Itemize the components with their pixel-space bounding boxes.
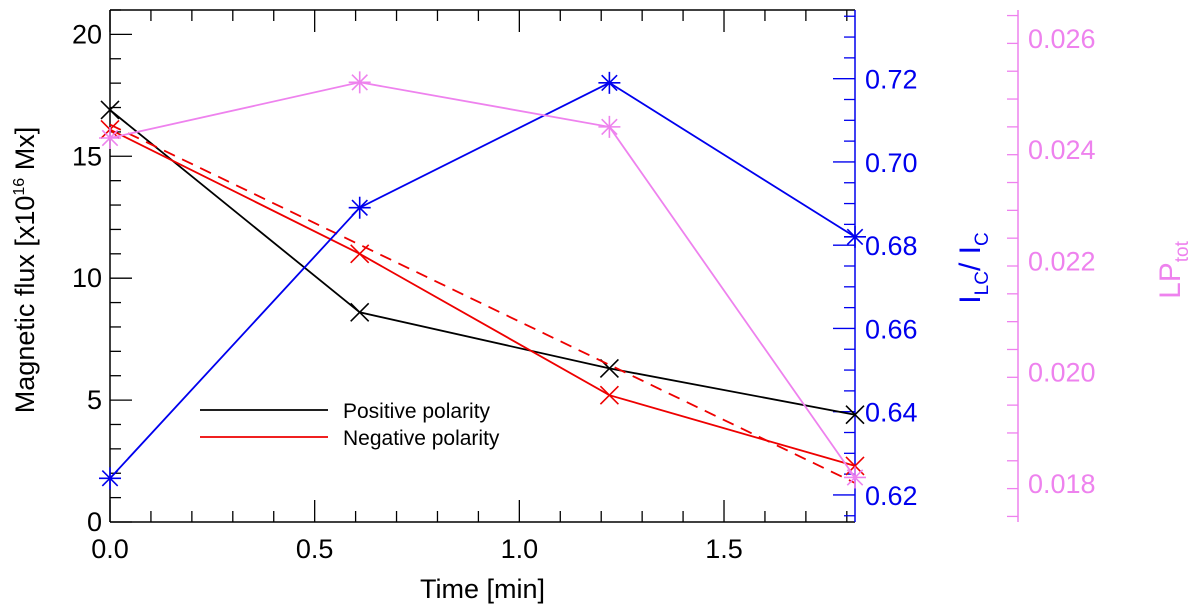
y-right1-tick-label: 0.72 bbox=[865, 65, 918, 95]
marker-stroke bbox=[846, 469, 864, 486]
x-tick-label: 0.5 bbox=[296, 534, 334, 564]
y-right1-label-i: I bbox=[954, 295, 987, 303]
data-point-lp-tot bbox=[598, 115, 621, 138]
y-left-axis-label: Magnetic flux [x1016 Mx] bbox=[10, 127, 40, 413]
x-tick-label: 1.0 bbox=[501, 534, 539, 564]
y-right2-axis-label: LPtot bbox=[1154, 240, 1193, 299]
data-point-i-lc-i-c bbox=[844, 225, 866, 248]
y-left-tick-label: 5 bbox=[87, 385, 102, 415]
y-left-label-main: Magnetic flux [x10 bbox=[10, 196, 40, 414]
series-line-lp-tot bbox=[109, 81, 856, 479]
marker-stroke bbox=[101, 470, 119, 487]
data-point-positive-polarity bbox=[350, 302, 370, 322]
y-right2-tick-label: 0.020 bbox=[1028, 358, 1096, 388]
y-left-tick-label: 0 bbox=[87, 507, 102, 537]
data-point-lp-tot bbox=[99, 127, 121, 149]
data-point-lp-tot bbox=[348, 71, 371, 94]
y-left-tick-label: 20 bbox=[72, 19, 102, 49]
data-point-i-lc-i-c bbox=[99, 467, 121, 490]
y-right1-label-sub2: C bbox=[972, 232, 993, 246]
y-right1-tick-label: 0.66 bbox=[865, 314, 918, 344]
y-right1-tick-label: 0.70 bbox=[865, 148, 918, 178]
y-right1-tick-label: 0.64 bbox=[865, 398, 918, 428]
y-right1-tick-label: 0.62 bbox=[865, 481, 918, 511]
marker-stroke bbox=[350, 302, 370, 322]
y-right2-tick-label: 0.024 bbox=[1028, 135, 1096, 165]
data-point-i-lc-i-c bbox=[598, 71, 621, 94]
data-point-i-lc-i-c bbox=[348, 196, 371, 219]
data-point-lp-tot bbox=[844, 466, 866, 489]
marker-stroke bbox=[351, 74, 368, 91]
marker-stroke bbox=[351, 199, 368, 216]
y-left-label-sup: 16 bbox=[11, 178, 28, 196]
series-line-i-lc-i-c bbox=[109, 81, 856, 479]
marker-stroke bbox=[601, 118, 618, 136]
marker-stroke bbox=[846, 228, 864, 246]
y-right2-tick-label: 0.022 bbox=[1028, 246, 1096, 276]
legend-label: Negative polarity bbox=[343, 427, 500, 450]
x-tick-label: 0.0 bbox=[91, 534, 129, 564]
x-tick-label: 1.5 bbox=[705, 534, 743, 564]
marker-stroke bbox=[100, 100, 120, 120]
series-line-positive-polarity bbox=[109, 109, 856, 416]
y-left-tick-label: 15 bbox=[72, 141, 102, 171]
legend-label: Positive polarity bbox=[343, 400, 491, 423]
y-left-tick-label: 10 bbox=[72, 263, 102, 293]
y-right1-label-sub1: LC bbox=[972, 271, 993, 295]
marker-stroke bbox=[845, 405, 865, 425]
y-right2-tick-label: 0.026 bbox=[1028, 24, 1096, 54]
x-axis-label: Time [min] bbox=[420, 574, 545, 604]
y-right1-tick-label: 0.68 bbox=[865, 231, 918, 261]
y-right2-label-main: LP bbox=[1154, 262, 1187, 299]
y-left-label-end: Mx] bbox=[10, 127, 40, 178]
data-point-negative-polarity bbox=[599, 385, 619, 405]
data-point-positive-polarity bbox=[845, 405, 865, 425]
marker-stroke bbox=[599, 358, 619, 378]
data-point-positive-polarity bbox=[100, 100, 120, 120]
marker-stroke bbox=[599, 385, 619, 405]
y-right1-label-slash: / I bbox=[954, 246, 987, 271]
y-right1-axis-label: ILC/ IC bbox=[954, 232, 993, 303]
series-line-negative-polarity-fit bbox=[109, 123, 856, 484]
series-line-negative-polarity bbox=[109, 128, 856, 467]
marker-stroke bbox=[601, 74, 618, 92]
marker-stroke bbox=[101, 129, 119, 147]
y-right2-label-sub: tot bbox=[1172, 240, 1193, 262]
y-right2-tick-label: 0.018 bbox=[1028, 469, 1096, 499]
